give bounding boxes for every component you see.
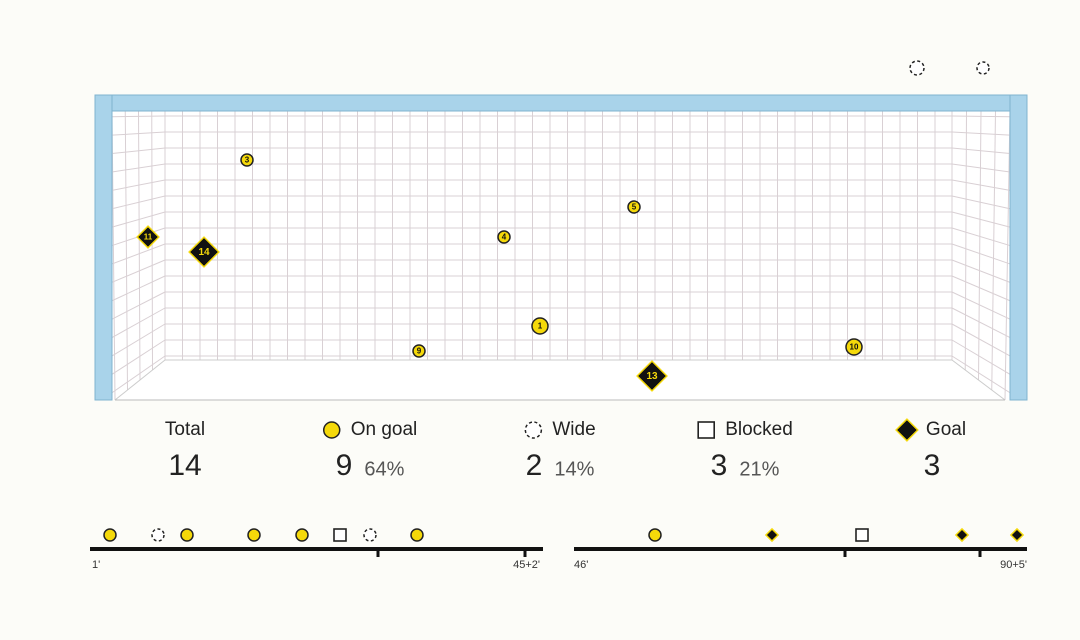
- timeline-shot: [410, 528, 424, 542]
- legend-icon: [322, 421, 341, 439]
- shot-marker: [636, 360, 668, 392]
- timeline-shot: [151, 528, 165, 542]
- net-line: [964, 110, 967, 371]
- net-line: [111, 323, 166, 357]
- shot-label: 5: [632, 203, 637, 212]
- shot-marker: [845, 338, 863, 356]
- shot-label: 10: [850, 343, 859, 352]
- timeline-shot: [764, 527, 780, 543]
- net-line: [951, 211, 1011, 228]
- summary-count: 3: [711, 449, 728, 482]
- net-line: [111, 147, 166, 155]
- timeline-shot: [333, 528, 347, 542]
- legend-icon: [895, 418, 919, 442]
- timeline-shot: [954, 527, 970, 543]
- timeline-shot: [648, 528, 662, 542]
- net-line: [111, 291, 166, 320]
- timeline-end: 90+5': [1000, 559, 1027, 571]
- net-line: [1004, 110, 1011, 401]
- net-line: [111, 355, 166, 394]
- summary-count: 14: [168, 449, 201, 482]
- shot-marker: [627, 200, 641, 214]
- timeline-shot: [363, 528, 377, 542]
- left-post: [94, 94, 113, 401]
- shot-label: 3: [245, 156, 250, 165]
- net-line: [111, 275, 166, 302]
- timeline-shot: [247, 528, 261, 542]
- net-line: [951, 291, 1011, 320]
- net-line: [951, 227, 1011, 247]
- net-line: [111, 259, 166, 283]
- shot-marker: [240, 153, 254, 167]
- shot-label: 1: [538, 322, 543, 331]
- legend-icon: [697, 421, 715, 439]
- shot-marker: [976, 61, 990, 75]
- shot-marker: [188, 236, 220, 268]
- net-line: [951, 355, 1011, 394]
- net-line: [951, 243, 1011, 265]
- shot-label: 9: [417, 347, 422, 356]
- net-line: [951, 163, 1011, 173]
- goal-net: [111, 110, 1011, 401]
- net-line: [111, 307, 166, 338]
- net-line: [111, 243, 166, 265]
- net-line: [951, 131, 1011, 136]
- net-line: [111, 339, 166, 375]
- net-line: [991, 110, 996, 391]
- shot-label: 13: [646, 371, 658, 382]
- summary-count: 3: [924, 449, 941, 482]
- shot-marker: [909, 60, 925, 76]
- shot-marker: [412, 344, 426, 358]
- net-line: [111, 131, 166, 136]
- timeline-shot: [103, 528, 117, 542]
- shot-label: 4: [502, 233, 507, 242]
- timeline-start: 46': [574, 559, 588, 571]
- net-line: [114, 359, 166, 401]
- shot-label: 11: [144, 233, 153, 242]
- net-line: [124, 110, 128, 391]
- timeline-start: 1': [92, 559, 100, 571]
- net-line: [951, 323, 1011, 357]
- net-line: [111, 115, 166, 118]
- summary-label: Blocked: [725, 419, 793, 440]
- net-line: [951, 179, 1011, 191]
- timeline-shot: [180, 528, 194, 542]
- summary-label: Total: [165, 419, 205, 440]
- summary-percent: 14%: [554, 458, 594, 480]
- summary-percent: 21%: [739, 458, 779, 480]
- net-line: [138, 110, 141, 381]
- shot-label: 14: [198, 247, 210, 258]
- net-line: [951, 307, 1011, 338]
- net-line: [951, 115, 1011, 118]
- summary-label: On goal: [351, 419, 418, 440]
- shot-marker: [497, 230, 511, 244]
- net-line: [111, 195, 166, 210]
- summary-label: Wide: [552, 419, 595, 440]
- timeline-end: 45+2': [513, 559, 540, 571]
- summary-count: 9: [336, 449, 353, 482]
- net-line: [951, 339, 1011, 375]
- net-line: [978, 110, 982, 381]
- summary-label: Goal: [926, 419, 966, 440]
- net-line: [951, 259, 1011, 283]
- net-line: [951, 359, 1006, 401]
- shot-marker: [531, 317, 549, 335]
- summary-count: 2: [526, 449, 543, 482]
- net-line: [111, 163, 166, 173]
- net-line: [111, 211, 166, 228]
- net-line: [951, 275, 1011, 302]
- net-line: [111, 179, 166, 191]
- timeline-shot: [295, 528, 309, 542]
- net-line: [951, 147, 1011, 155]
- summary-percent: 64%: [364, 458, 404, 480]
- crossbar: [94, 94, 1028, 112]
- right-post: [1009, 94, 1028, 401]
- shot-marker: [136, 225, 160, 249]
- net-line: [951, 195, 1011, 210]
- timeline-shot: [1009, 527, 1025, 543]
- timeline-shot: [855, 528, 869, 542]
- legend-icon: [524, 421, 543, 439]
